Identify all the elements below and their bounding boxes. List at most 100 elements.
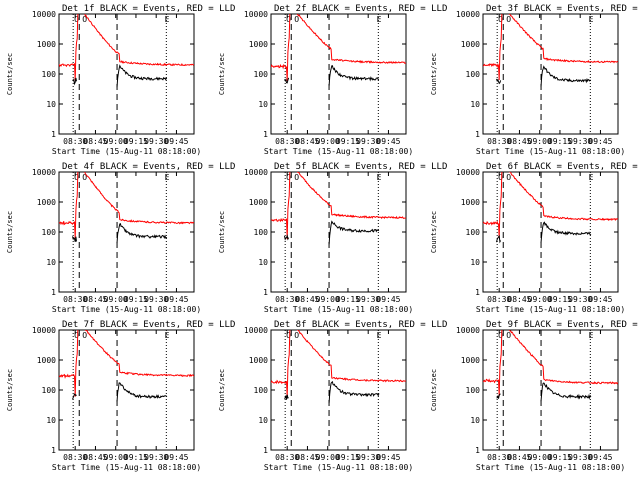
x-axis-label: Start Time (15-Aug-11 08:18:00) [264, 305, 413, 314]
x-tick-label: 09:15 [336, 137, 360, 146]
corner-mark: E [589, 331, 594, 340]
corner-mark: E [589, 15, 594, 24]
x-tick-label: 08:45 [83, 137, 107, 146]
series-line-events [116, 64, 168, 88]
x-tick-label: 09:30 [356, 453, 380, 462]
corner-mark: E [377, 331, 382, 340]
x-tick-label: 09:00 [104, 137, 128, 146]
x-tick-label: 09:00 [316, 137, 340, 146]
corner-mark: O [74, 331, 79, 340]
x-tick-label: 09:00 [316, 295, 340, 304]
x-tick-label: 09:30 [144, 137, 168, 146]
x-tick-label: 08:30 [275, 453, 299, 462]
panel-title: Det 8f BLACK = Events, RED = LLD [274, 320, 447, 330]
corner-mark: E [165, 15, 170, 24]
x-tick-label: 09:45 [164, 137, 188, 146]
panel-title: Det 2f BLACK = Events, RED = LLD [274, 4, 447, 14]
corner-mark: O [294, 331, 299, 340]
panel-title: Det 7f BLACK = Events, RED = LLD [62, 320, 235, 330]
corner-mark: E [377, 15, 382, 24]
y-tick-label: 10 [258, 100, 268, 109]
x-tick-label: 09:15 [124, 137, 148, 146]
x-tick-label: 09:45 [588, 137, 612, 146]
y-tick-label: 10000 [456, 168, 480, 177]
series-line-events [328, 380, 380, 403]
corner-mark: E [589, 173, 594, 182]
x-tick-label: 09:45 [164, 453, 188, 462]
y-axis-label: Counts/sec [6, 211, 14, 253]
x-tick-label: 09:00 [104, 295, 128, 304]
y-tick-label: 1 [51, 446, 56, 455]
series-line-events [72, 393, 77, 400]
x-tick-label: 09:00 [528, 453, 552, 462]
y-tick-label: 1000 [37, 40, 56, 49]
x-tick-label: 08:45 [507, 453, 531, 462]
y-tick-label: 10000 [244, 168, 268, 177]
y-tick-label: 1000 [37, 356, 56, 365]
panel-title: Det 3f BLACK = Events, RED = LLD [486, 4, 640, 14]
y-tick-label: 10000 [456, 10, 480, 19]
y-tick-label: 1 [263, 288, 268, 297]
y-tick-label: 1 [475, 130, 480, 139]
corner-mark: O [498, 15, 503, 24]
y-axis-label: Counts/sec [218, 211, 226, 253]
panel-det-1f: Det 1f BLACK = Events, RED = LLD 1 10 100 10… [6, 4, 235, 156]
x-tick-label: 09:15 [336, 295, 360, 304]
y-tick-label: 1 [263, 446, 268, 455]
y-axis-label: Counts/sec [218, 53, 226, 95]
corner-mark: E [165, 173, 170, 182]
x-tick-label: 09:30 [356, 137, 380, 146]
panel-det-4f: Det 4f BLACK = Events, RED = LLD 1 10 100 10… [6, 162, 235, 314]
y-tick-label: 10 [46, 258, 56, 267]
series-line-lld [483, 330, 618, 397]
y-tick-label: 1 [475, 446, 480, 455]
y-tick-label: 10000 [456, 326, 480, 335]
series-line-lld [271, 330, 406, 398]
panel-title: Det 9f BLACK = Events, RED = LLD [486, 320, 640, 330]
x-tick-label: 08:30 [487, 453, 511, 462]
y-tick-label: 100 [42, 386, 57, 395]
y-axis-label: Counts/sec [430, 53, 438, 95]
series-line-events [540, 65, 592, 87]
series-line-events [328, 65, 379, 86]
series-line-lld [271, 172, 406, 240]
x-tick-label: 09:45 [376, 295, 400, 304]
corner-mark: O [74, 173, 79, 182]
x-axis-label: Start Time (15-Aug-11 08:18:00) [264, 463, 413, 472]
x-tick-label: 09:30 [568, 453, 592, 462]
panel-det-3f: Det 3f BLACK = Events, RED = LLD 1 10 100 10… [430, 4, 640, 156]
panel-det-7f: Det 7f BLACK = Events, RED = LLD 1 10 100 10… [6, 320, 235, 472]
panel-det-8f: Det 8f BLACK = Events, RED = LLD 1 10 100 10… [218, 320, 447, 472]
panel-det-2f: Det 2f BLACK = Events, RED = LLD 1 10 100 10… [218, 4, 447, 156]
series-line-lld [59, 172, 194, 239]
series-line-events [496, 234, 502, 244]
x-tick-label: 08:45 [507, 295, 531, 304]
series-line-events [540, 382, 592, 402]
y-tick-label: 10 [258, 416, 268, 425]
y-axis-label: Counts/sec [218, 369, 226, 411]
y-tick-label: 10 [470, 100, 480, 109]
corner-mark: O [498, 331, 503, 340]
x-tick-label: 09:30 [144, 295, 168, 304]
panel-title: Det 4f BLACK = Events, RED = LLD [62, 162, 235, 172]
y-tick-label: 1000 [461, 356, 480, 365]
y-tick-label: 100 [466, 228, 481, 237]
series-line-events [284, 77, 290, 84]
y-tick-label: 100 [42, 228, 57, 237]
panel-det-6f: Det 6f BLACK = Events, RED = LLD 1 10 100 10… [430, 162, 640, 314]
y-tick-label: 1000 [249, 40, 268, 49]
corner-mark: O [506, 15, 511, 24]
y-tick-label: 1 [475, 288, 480, 297]
x-tick-label: 08:30 [63, 295, 87, 304]
y-tick-label: 100 [466, 386, 481, 395]
y-tick-label: 1000 [461, 40, 480, 49]
y-tick-label: 10 [470, 416, 480, 425]
x-tick-label: 09:15 [336, 453, 360, 462]
y-tick-label: 10000 [32, 168, 56, 177]
panel-det-9f: Det 9f BLACK = Events, RED = LLD 1 10 100 10… [430, 320, 640, 472]
x-tick-label: 08:30 [63, 137, 87, 146]
x-axis-label: Start Time (15-Aug-11 08:18:00) [52, 463, 201, 472]
x-tick-label: 09:30 [568, 295, 592, 304]
series-line-lld [59, 14, 194, 81]
